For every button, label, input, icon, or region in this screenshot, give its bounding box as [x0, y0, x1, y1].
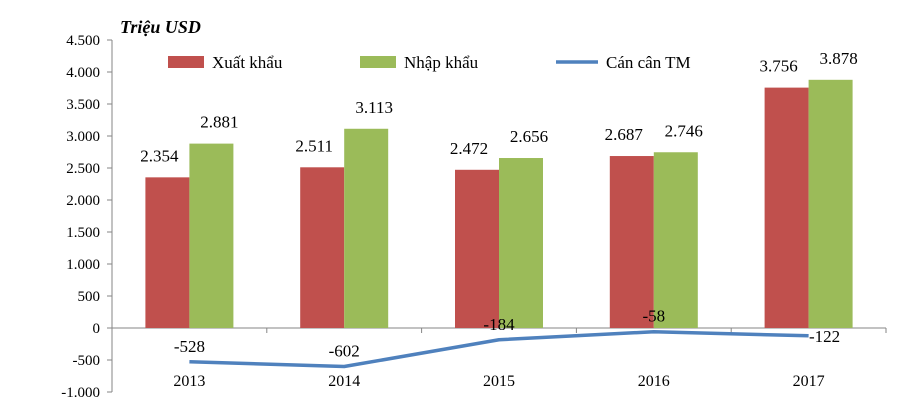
- trade-balance-polyline: [189, 329, 809, 369]
- bar-import: [499, 158, 543, 328]
- bar-import: [344, 128, 389, 328]
- bar-import: [653, 152, 698, 328]
- y-tick-label: 4.000: [66, 65, 100, 81]
- y-tick-label: 2.000: [66, 193, 100, 209]
- y-tick-label: 0: [93, 321, 101, 337]
- bar-data-label: 2.687: [605, 125, 644, 144]
- bar-data-label: 3.113: [355, 98, 393, 117]
- x-tick-label: 2015: [483, 373, 515, 390]
- legend-label: Xuất khẩu: [212, 53, 283, 72]
- legend-label: Cán cân TM: [606, 53, 691, 72]
- line-data-label: -528: [174, 337, 205, 356]
- bar-data-label: 2.656: [510, 127, 548, 146]
- x-tick-label: 2017: [793, 373, 825, 390]
- line-data-label: -184: [483, 315, 515, 334]
- bar-import: [808, 79, 853, 328]
- bar-export: [300, 167, 345, 328]
- data-labels: 2.354 2.881 2.511 3.113 2.472 2.656 2.687 2.746…: [140, 49, 857, 361]
- y-tick-label: 1.000: [66, 257, 100, 273]
- legend-swatch: [360, 56, 396, 68]
- bar-data-label: 2.511: [295, 136, 333, 155]
- bar-data-label: 3.878: [819, 49, 857, 68]
- legend-label: Nhập khẩu: [404, 53, 479, 72]
- bar-export: [145, 177, 190, 328]
- bar-data-label: 2.472: [450, 139, 488, 158]
- bar-data-label: 2.354: [140, 146, 179, 165]
- line-data-label: -122: [809, 327, 840, 346]
- line-data-label: -602: [329, 342, 360, 361]
- y-tick-label: -500: [73, 353, 101, 369]
- bar-export: [455, 169, 499, 328]
- line-data-label: -58: [642, 307, 665, 326]
- y-tick-label: 4.500: [66, 33, 100, 49]
- bar-export: [609, 156, 654, 328]
- y-tick-label: -1.000: [61, 385, 100, 401]
- x-tick-label: 2014: [328, 373, 360, 390]
- bar-export: [764, 87, 809, 328]
- y-tick-label: 500: [78, 289, 101, 305]
- y-tick-label: 3.000: [66, 129, 100, 145]
- y-tick-label: 1.500: [66, 225, 100, 241]
- legend-swatch: [168, 56, 204, 68]
- x-tick-label: 2013: [173, 373, 205, 390]
- axes: 4.500 4.000 3.500 3.000 2.500 2.000 1.500 1.000…: [61, 33, 887, 401]
- bar-data-label: 2.746: [665, 121, 703, 140]
- bars: [145, 79, 853, 328]
- bar-data-label: 3.756: [759, 57, 797, 76]
- unit-label: Triệu USD: [120, 17, 201, 37]
- y-tick-label: 2.500: [66, 161, 100, 177]
- bar-import: [189, 143, 234, 328]
- legend: Xuất khẩu Nhập khẩu Cán cân TM: [168, 53, 691, 72]
- bar-data-label: 2.881: [200, 113, 238, 132]
- x-tick-label: 2016: [638, 373, 670, 390]
- trade-balance-line: [189, 329, 809, 369]
- y-tick-label: 3.500: [66, 97, 100, 113]
